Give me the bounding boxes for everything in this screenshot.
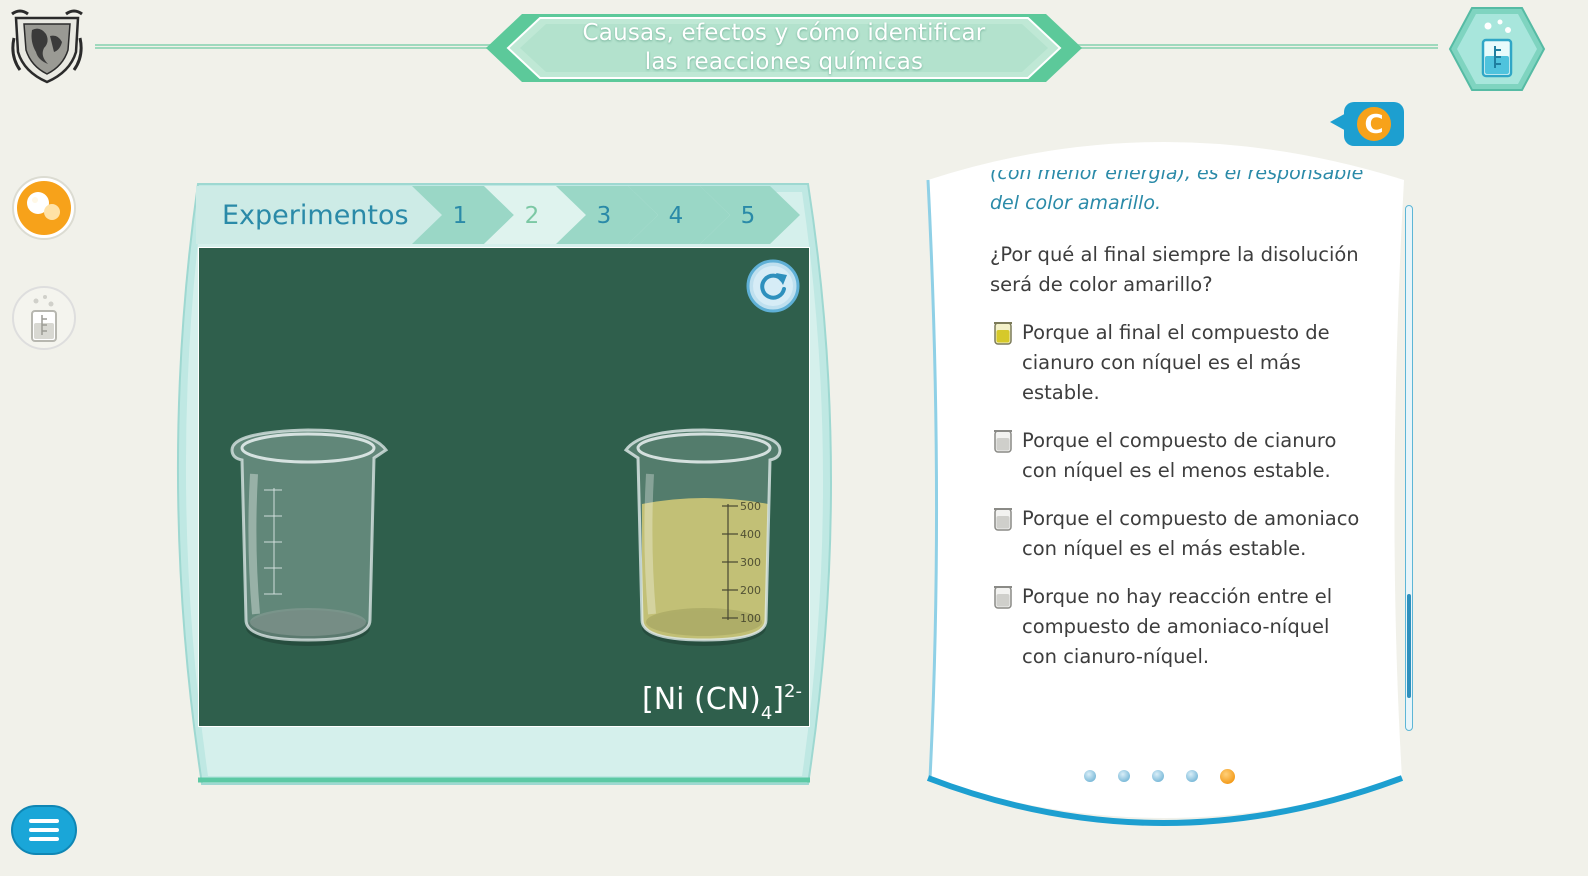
card-scrollbar[interactable] [1405, 205, 1413, 731]
card-scroll-area[interactable]: (con menor energía), es el responsable d… [946, 170, 1386, 760]
beaker-gray-icon [31, 295, 57, 342]
refresh-icon [760, 273, 787, 300]
tab-experiment-4[interactable]: 4 [668, 203, 684, 229]
scale-label: 100 [740, 612, 761, 625]
intro-text: (con menor energía), es el responsable d… [990, 170, 1364, 214]
beaker-filled[interactable]: 500 400 300 200 100 [620, 424, 788, 654]
beaker-yellow-icon [994, 322, 1012, 345]
page-title: Causas, efectos y cómo identificar las r… [540, 16, 1028, 80]
beaker-empty[interactable] [224, 424, 392, 654]
beaker-gray-small-icon [994, 508, 1012, 531]
experiment-tabs-bar [196, 186, 800, 244]
scale-label: 400 [740, 528, 761, 541]
page-dot-3[interactable] [1152, 770, 1164, 782]
page-dot-4[interactable] [1186, 770, 1198, 782]
answer-option-4[interactable]: Porque no hay reacción entre el compuest… [990, 582, 1368, 672]
card-scrollbar-thumb[interactable] [1407, 594, 1411, 698]
c-badge: C [1330, 102, 1404, 146]
formula-base: [Ni (CN) [642, 682, 761, 717]
tab-experiment-1[interactable]: 1 [452, 203, 468, 229]
answer-option-2[interactable]: Porque el compuesto de cianuro con níque… [990, 426, 1368, 486]
formula-close: ] [772, 682, 784, 717]
answer-text: Porque el compuesto de cianuro con níque… [1022, 429, 1337, 482]
answer-text: Porque no hay reacción entre el compuest… [1022, 585, 1333, 668]
scale-label: 300 [740, 556, 761, 569]
page-dot-5[interactable] [1220, 768, 1235, 784]
menu-button[interactable] [11, 805, 77, 855]
tab-experiment-5[interactable]: 5 [740, 203, 756, 229]
beaker-gray-small-icon [994, 430, 1012, 453]
answer-list: Porque al final el compuesto de cianuro … [990, 318, 1368, 672]
page-dot-1[interactable] [1084, 770, 1096, 782]
card-content: (con menor energía), es el responsable d… [990, 170, 1368, 690]
experiment-stage [198, 247, 810, 727]
scale-label: 200 [740, 584, 761, 597]
hamburger-icon [29, 819, 59, 841]
question-text: ¿Por qué al final siempre la disolución … [990, 243, 1359, 296]
answer-text: Porque el compuesto de amoniaco con níqu… [1022, 507, 1360, 560]
header-line-left [95, 44, 495, 49]
answer-option-1[interactable]: Porque al final el compuesto de cianuro … [990, 318, 1368, 408]
answer-option-3[interactable]: Porque el compuesto de amoniaco con níqu… [990, 504, 1368, 564]
reaction-mix-button[interactable] [11, 175, 77, 241]
beaker-icon [1481, 19, 1513, 78]
lab-tools-button[interactable] [11, 285, 77, 351]
title-line-2: las reacciones químicas [644, 49, 924, 75]
title-banner [486, 14, 1082, 82]
page-indicator [1084, 766, 1254, 786]
info-card [926, 142, 1404, 826]
answer-text: Porque al final el compuesto de cianuro … [1022, 321, 1330, 404]
reset-button[interactable] [746, 259, 800, 313]
scale-label: 500 [740, 500, 761, 513]
title-line-1: Causas, efectos y cómo identificar [582, 20, 986, 46]
experiments-label: Experimentos [222, 200, 409, 231]
unam-logo [11, 9, 83, 84]
formula-subscript: 4 [760, 703, 773, 724]
bubbles-icon [27, 192, 60, 220]
formula-superscript: 2- [784, 681, 802, 702]
tab-experiment-2[interactable]: 2 [524, 203, 540, 229]
beaker-gray-small-icon [994, 586, 1012, 609]
tab-experiment-3[interactable]: 3 [596, 203, 612, 229]
lab-home-button[interactable] [1448, 6, 1546, 92]
header-line-right [1074, 44, 1438, 49]
c-badge-letter: C [1364, 110, 1383, 140]
page-dot-2[interactable] [1118, 770, 1130, 782]
chemical-formula: [Ni (CN)4]2- [642, 670, 802, 724]
